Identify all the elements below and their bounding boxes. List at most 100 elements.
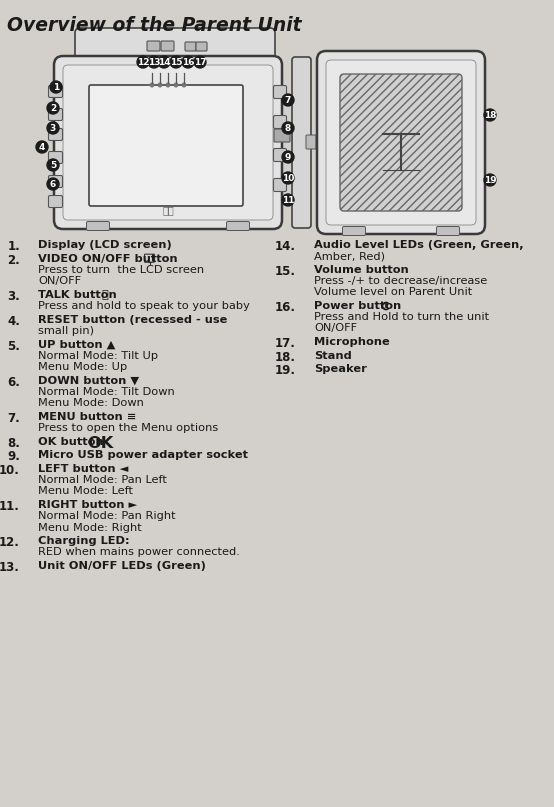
Text: RIGHT button ►: RIGHT button ► [38, 500, 137, 510]
Text: Press and Hold to turn the unit: Press and Hold to turn the unit [314, 312, 489, 322]
Text: Micro USB power adapter socket: Micro USB power adapter socket [38, 450, 248, 461]
Circle shape [47, 102, 59, 114]
FancyBboxPatch shape [274, 115, 286, 128]
FancyBboxPatch shape [49, 108, 63, 120]
FancyBboxPatch shape [49, 175, 63, 187]
Text: Charging LED:: Charging LED: [38, 537, 130, 546]
Text: 16: 16 [182, 58, 194, 67]
Text: Stand: Stand [314, 351, 352, 361]
Text: 10: 10 [282, 174, 294, 183]
FancyBboxPatch shape [196, 42, 207, 51]
FancyBboxPatch shape [63, 65, 273, 220]
Text: 19: 19 [484, 176, 496, 185]
Text: Unit ON/OFF LEDs (Green): Unit ON/OFF LEDs (Green) [38, 561, 206, 571]
FancyBboxPatch shape [185, 42, 196, 51]
FancyBboxPatch shape [340, 74, 462, 211]
Circle shape [158, 83, 162, 87]
Text: 14: 14 [158, 58, 170, 67]
Text: 4.: 4. [7, 315, 20, 328]
Text: 18.: 18. [275, 351, 296, 364]
Text: LEFT button ◄: LEFT button ◄ [38, 464, 129, 474]
FancyBboxPatch shape [326, 60, 476, 225]
FancyBboxPatch shape [49, 152, 63, 164]
Text: 16.: 16. [275, 301, 296, 314]
Text: Overview of the Parent Unit: Overview of the Parent Unit [7, 16, 301, 35]
Text: Display (LCD screen): Display (LCD screen) [38, 240, 172, 250]
Text: 3: 3 [50, 123, 56, 133]
Text: small pin): small pin) [38, 326, 94, 336]
Text: 8.: 8. [7, 437, 20, 449]
Circle shape [158, 56, 170, 68]
Text: DOWN button ▼: DOWN button ▼ [38, 376, 139, 386]
Text: Press and hold to speak to your baby: Press and hold to speak to your baby [38, 301, 250, 311]
FancyBboxPatch shape [86, 221, 110, 231]
Text: 11.: 11. [0, 500, 20, 513]
Text: 4: 4 [39, 143, 45, 152]
Text: 2: 2 [50, 104, 56, 113]
Text: 14.: 14. [275, 240, 296, 253]
FancyBboxPatch shape [317, 51, 485, 234]
Text: Press to turn  the LCD screen: Press to turn the LCD screen [38, 265, 204, 275]
Text: OK: OK [87, 436, 113, 450]
FancyBboxPatch shape [161, 41, 174, 51]
Text: Menu Mode: Right: Menu Mode: Right [38, 523, 142, 533]
Circle shape [47, 159, 59, 171]
Circle shape [282, 122, 294, 134]
Circle shape [174, 83, 178, 87]
FancyBboxPatch shape [274, 86, 286, 98]
Text: Menu Mode: Down: Menu Mode: Down [38, 398, 144, 408]
Text: 10.: 10. [0, 464, 20, 477]
Text: Normal Mode: Tilt Down: Normal Mode: Tilt Down [38, 387, 175, 397]
Text: Menu Mode: Up: Menu Mode: Up [38, 362, 127, 372]
Text: Power button: Power button [314, 301, 405, 311]
Circle shape [47, 122, 59, 134]
Text: 9.: 9. [7, 450, 20, 463]
Circle shape [148, 56, 160, 68]
Text: Audio Level LEDs (Green, Green,: Audio Level LEDs (Green, Green, [314, 240, 524, 250]
FancyBboxPatch shape [54, 56, 282, 229]
Text: 9: 9 [285, 153, 291, 161]
Text: Volume level on Parent Unit: Volume level on Parent Unit [314, 287, 472, 297]
Text: 1.: 1. [7, 240, 20, 253]
Circle shape [170, 56, 182, 68]
Circle shape [166, 83, 170, 87]
Circle shape [182, 83, 186, 87]
Circle shape [484, 109, 496, 121]
FancyBboxPatch shape [342, 227, 366, 236]
FancyBboxPatch shape [274, 148, 286, 161]
Text: 12: 12 [137, 58, 149, 67]
FancyBboxPatch shape [75, 28, 275, 68]
Text: RED when mains power connected.: RED when mains power connected. [38, 547, 240, 558]
Text: Amber, Red): Amber, Red) [314, 251, 385, 261]
Circle shape [282, 172, 294, 184]
Text: 19.: 19. [275, 365, 296, 378]
FancyBboxPatch shape [89, 85, 243, 206]
Text: ON/OFF: ON/OFF [314, 324, 357, 333]
Text: 17: 17 [194, 58, 206, 67]
Text: Normal Mode: Pan Left: Normal Mode: Pan Left [38, 475, 167, 485]
Circle shape [50, 81, 62, 93]
Text: RESET button (recessed - use: RESET button (recessed - use [38, 315, 227, 324]
Text: 7: 7 [285, 96, 291, 105]
Text: 15: 15 [170, 58, 182, 67]
Text: Press to open the Menu options: Press to open the Menu options [38, 423, 218, 433]
Text: Normal Mode: Pan Right: Normal Mode: Pan Right [38, 512, 176, 521]
FancyBboxPatch shape [49, 128, 63, 140]
Text: 13: 13 [148, 58, 160, 67]
Text: Press -/+ to decrease/increase: Press -/+ to decrease/increase [314, 276, 488, 286]
Circle shape [182, 56, 194, 68]
FancyBboxPatch shape [306, 135, 316, 149]
Text: 3.: 3. [7, 290, 20, 303]
FancyBboxPatch shape [49, 195, 63, 207]
Text: 13.: 13. [0, 561, 20, 575]
Text: Speaker: Speaker [314, 365, 367, 374]
Text: 1: 1 [53, 83, 59, 92]
FancyBboxPatch shape [49, 86, 63, 98]
Circle shape [282, 151, 294, 163]
Text: VIDEO ON/OFF button: VIDEO ON/OFF button [38, 253, 182, 264]
Text: UP button ▲: UP button ▲ [38, 340, 115, 349]
Text: 7.: 7. [7, 412, 20, 424]
Text: Menu Mode: Left: Menu Mode: Left [38, 487, 133, 496]
Text: 2.: 2. [7, 253, 20, 266]
Circle shape [36, 141, 48, 153]
